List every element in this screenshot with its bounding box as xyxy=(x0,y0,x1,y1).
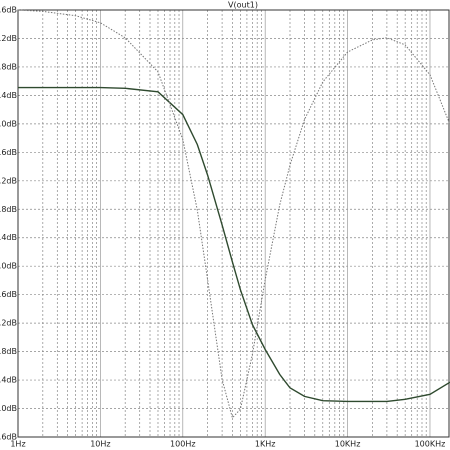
y-tick-label: 5.8dB xyxy=(0,62,17,71)
x-tick-label: 10Hz xyxy=(90,440,110,449)
x-tick-label: 10KHz xyxy=(335,440,361,449)
y-tick-label: 0.6dB xyxy=(0,433,17,442)
y-tick-label: 1.0dB xyxy=(0,404,17,413)
y-tick-label: 4.2dB xyxy=(0,176,17,185)
y-tick-label: 6.2dB xyxy=(0,34,17,43)
y-tick-label: 2.2dB xyxy=(0,319,17,328)
line-series xyxy=(17,9,450,419)
y-tick-label: 2.6dB xyxy=(0,290,17,299)
y-tick-label: 3.0dB xyxy=(0,262,17,271)
y-tick-label: 3.4dB xyxy=(0,233,17,242)
y-tick-label: 1.4dB xyxy=(0,376,17,385)
y-tick-label: 1.8dB xyxy=(0,347,17,356)
chart-title: V(out1) xyxy=(228,1,258,10)
y-tick-label: 4.6dB xyxy=(0,148,17,157)
y-tick-label: 3.8dB xyxy=(0,205,17,214)
y-tick-label: 6.6dB xyxy=(0,6,17,15)
y-tick-label: 5.0dB xyxy=(0,119,17,128)
y-tick-label: 5.4dB xyxy=(0,91,17,100)
x-tick-label: 100Hz xyxy=(170,440,195,449)
plot-frame xyxy=(17,9,450,438)
line-series xyxy=(18,86,450,403)
x-tick-label: 1Hz xyxy=(10,440,25,449)
x-tick-label: 1KHz xyxy=(255,440,276,449)
x-tick-label: 100KHz xyxy=(415,440,446,449)
